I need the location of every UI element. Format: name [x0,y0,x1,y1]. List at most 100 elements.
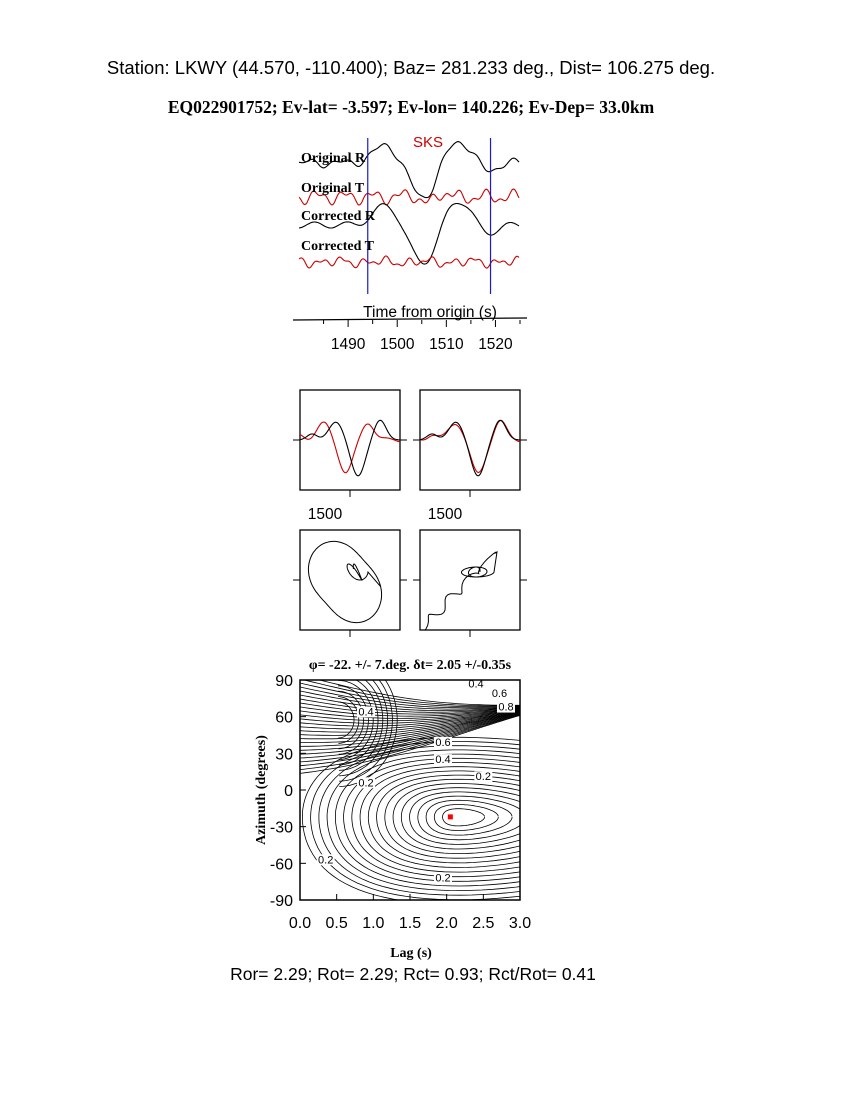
contour-line [337,690,364,750]
contour-line [409,791,520,845]
seismogram-traces [299,141,520,269]
lag-tick-label: 0.0 [289,915,311,932]
contour-line [300,708,520,719]
particle-motion-panel-original [293,529,407,637]
contour-line [300,711,520,747]
contour-label-bg [357,777,375,789]
contour-line [376,774,520,864]
contour-label-bg [490,688,509,700]
contour-line [300,708,520,722]
contour-line [339,680,389,777]
contour-label: 0.2 [435,873,450,885]
contour-label-bg [434,754,452,766]
azimuth-tick-label: 0 [284,783,293,800]
trace-label-corrected-r: Corrected R [301,209,376,224]
contour-label-bg [357,706,375,718]
contour-line [300,709,520,730]
lag-tick-label: 1.5 [399,915,421,932]
azimuth-tick-label: 90 [275,673,293,690]
waveform-frame-corrected [419,389,521,491]
trace-label-original-t: Original T [301,181,365,196]
azimuth-tick-label: -60 [270,856,293,873]
contour-line [300,709,520,727]
contour-label-bg [474,771,493,783]
contour-label-bg [497,701,515,713]
time-axis-label: Time from origin (s) [363,304,497,321]
contour-line [442,808,485,827]
contour-line [367,770,520,868]
azimuth-axis-label: Azimuth (degrees) [254,735,269,845]
particle-motion-frame-original [299,529,401,631]
contour-line [300,714,520,767]
waveform-trace-red [300,421,400,474]
particle-motion-curve [307,540,383,624]
contour-line [300,690,520,710]
contour-line [338,680,384,771]
contour-line [300,710,520,736]
contour-label: 0.2 [358,777,373,789]
waveform-tick-label-corrected: 1500 [428,506,463,523]
contour-line [425,799,513,836]
contour-line [300,698,520,713]
contour-line [400,787,520,850]
contour-line [337,685,369,755]
lag-axis-ticks: 0.0 0.5 1.0 1.5 2.0 2.5 3.0 [289,894,531,932]
contour-label: 0.2 [476,771,491,783]
contour-line [300,714,520,770]
time-axis: Time from origin (s) 1490 1500 1510 1520 [292,304,528,353]
azimuth-tick-label: 60 [275,710,293,727]
seismogram-section: SKS Original R Original T Corrected R Co… [299,134,520,294]
lag-tick-label: 0.5 [326,915,348,932]
best-fit-marker [447,814,453,820]
particle-motion-trace-corrected [424,550,498,630]
contour-line [300,712,520,755]
contour-line [318,745,520,896]
contour-line [338,696,360,744]
waveform-trace-black [300,419,400,477]
lag-tick-label: 1.0 [362,915,384,932]
azimuth-tick-label: -90 [270,893,293,910]
contour-line [337,680,374,760]
waveform-trace-black [420,419,520,477]
waveform-frame-original [299,389,401,491]
contour-label: 0.4 [435,754,450,766]
contour-line [300,710,520,733]
contour-line [300,706,520,717]
station-info-line: Station: LKWY (44.570, -110.400); Baz= 2… [106,57,716,78]
time-tick-label: 1490 [331,336,366,353]
sks-phase-label: SKS [413,134,443,151]
particle-motion-panel-corrected [413,529,527,637]
waveform-trace-red [420,419,520,473]
contour-line [384,778,520,859]
contour-line [300,711,520,740]
contour-line [302,680,520,707]
waveform-traces-corrected [420,419,520,477]
contour-lines [300,680,520,900]
waveform-tick-label-original: 1500 [308,506,343,523]
contour-label-bg [316,854,335,866]
trace-label-original-r: Original R [301,151,366,166]
contour-line [338,701,355,739]
azimuth-tick-label: 30 [275,746,293,763]
contour-line [300,715,520,774]
grid-search-title: φ= -22. +/- 7.deg. δt= 2.05 +/-0.35s [309,658,512,673]
contour-line [300,702,520,715]
contour-labels: 0.4 0.6 0.8 0.4 0.6 0.4 0.2 0.2 0.2 0.2 [316,678,515,885]
contour-line [417,795,520,841]
azimuth-axis-ticks: 90 60 30 0 -30 -60 -90 [270,673,306,910]
contour-label: 0.8 [498,702,513,714]
contour-line [339,680,398,787]
contour-line [300,713,520,759]
contour-line [335,753,520,887]
time-axis-ticks: 1490 1500 1510 1520 [323,320,521,353]
contour-label-bg [434,872,452,884]
seismogram-trace-3 [299,202,520,265]
contour-line [339,680,393,782]
contour-line [433,804,499,831]
contour-label-bg [434,737,452,748]
contour-line [326,749,520,892]
contour-label-bg [467,678,485,690]
event-info-line: EQ022901752; Ev-lat= -3.597; Ev-lon= 140… [167,97,655,117]
lag-tick-label: 3.0 [509,915,531,932]
